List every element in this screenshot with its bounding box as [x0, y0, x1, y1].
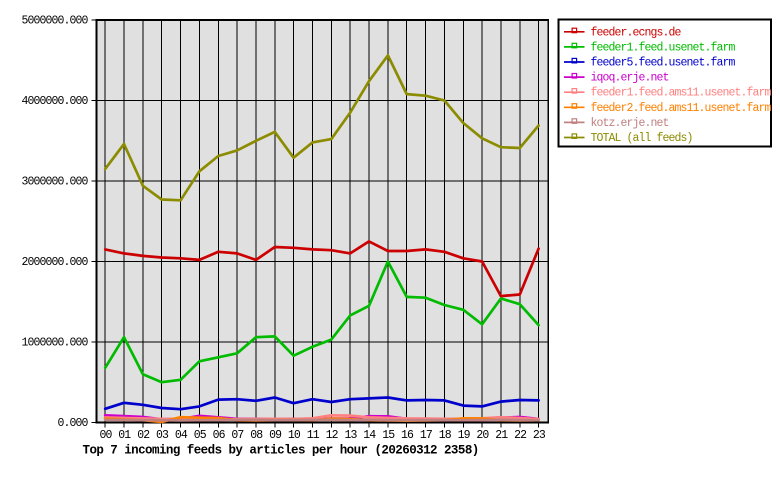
svg-text:feeder.ecngs.de: feeder.ecngs.de	[591, 26, 682, 39]
svg-text:01: 01	[118, 429, 131, 442]
svg-text:iqoq.erje.net: iqoq.erje.net	[591, 72, 669, 85]
svg-text:2000000.000: 2000000.000	[21, 256, 88, 269]
svg-text:feeder1.feed.usenet.farm: feeder1.feed.usenet.farm	[591, 41, 736, 54]
svg-text:17: 17	[420, 429, 432, 442]
svg-text:3000000.000: 3000000.000	[21, 176, 88, 189]
svg-text:00: 00	[99, 429, 112, 442]
svg-text:05: 05	[194, 429, 207, 442]
svg-text:4000000.000: 4000000.000	[21, 95, 88, 108]
svg-text:feeder5.feed.usenet.farm: feeder5.feed.usenet.farm	[591, 57, 736, 70]
svg-text:11: 11	[307, 429, 320, 442]
svg-text:0.000: 0.000	[57, 417, 88, 430]
svg-text:04: 04	[175, 429, 188, 442]
svg-text:18: 18	[439, 429, 452, 442]
svg-text:Top 7 incoming feeds by articl: Top 7 incoming feeds by articles per hou…	[83, 444, 479, 458]
svg-text:15: 15	[382, 429, 395, 442]
svg-text:23: 23	[533, 429, 546, 442]
svg-text:10: 10	[288, 429, 301, 442]
svg-text:feeder1.feed.ams11.usenet.farm: feeder1.feed.ams11.usenet.farm	[591, 87, 772, 100]
svg-text:16: 16	[401, 429, 414, 442]
svg-text:12: 12	[326, 429, 339, 442]
svg-text:feeder2.feed.ams11.usenet.farm: feeder2.feed.ams11.usenet.farm	[591, 102, 772, 115]
svg-text:TOTAL (all feeds): TOTAL (all feeds)	[591, 132, 693, 145]
svg-text:1000000.000: 1000000.000	[21, 337, 88, 350]
svg-text:21: 21	[495, 429, 508, 442]
svg-text:22: 22	[514, 429, 527, 442]
svg-text:20: 20	[476, 429, 489, 442]
svg-text:02: 02	[137, 429, 150, 442]
svg-text:07: 07	[231, 429, 243, 442]
svg-text:14: 14	[363, 429, 376, 442]
svg-text:06: 06	[213, 429, 226, 442]
svg-text:19: 19	[458, 429, 471, 442]
svg-text:kotz.erje.net: kotz.erje.net	[591, 117, 669, 130]
svg-text:09: 09	[269, 429, 282, 442]
svg-text:13: 13	[344, 429, 357, 442]
svg-text:5000000.000: 5000000.000	[21, 15, 88, 28]
svg-text:03: 03	[156, 429, 169, 442]
svg-text:08: 08	[250, 429, 263, 442]
